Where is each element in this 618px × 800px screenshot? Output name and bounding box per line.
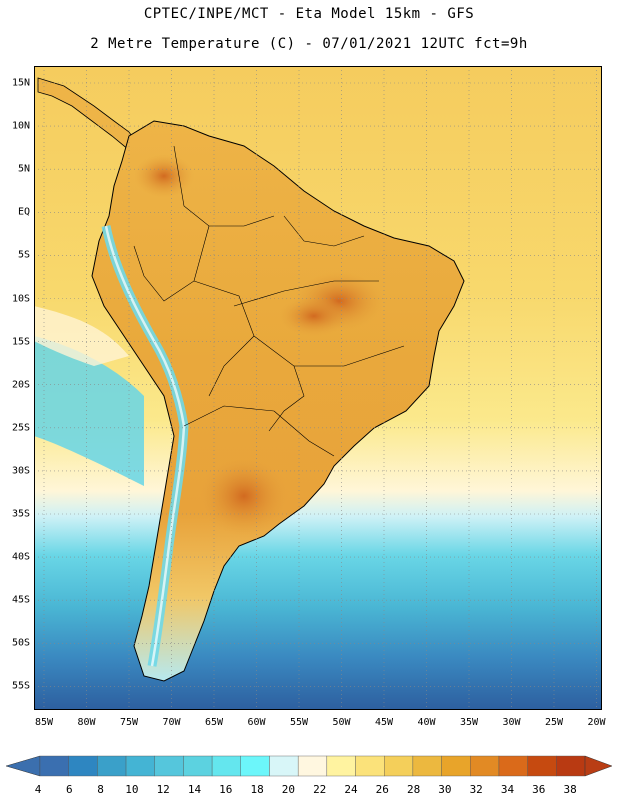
lon-label: 65W bbox=[204, 717, 224, 728]
colorbar-label: 24 bbox=[344, 783, 358, 796]
colorbar-swatch bbox=[125, 755, 155, 777]
colorbar-left-arrow bbox=[5, 755, 41, 777]
lon-label: 30W bbox=[502, 717, 521, 728]
colorbar-swatch bbox=[556, 755, 586, 777]
colorbar-swatch bbox=[527, 755, 557, 777]
lat-label: 10S bbox=[11, 293, 30, 304]
south-america bbox=[91, 120, 465, 682]
lon-label: 60W bbox=[247, 717, 266, 728]
colorbar-label: 36 bbox=[532, 783, 546, 796]
lon-label: 25W bbox=[544, 717, 564, 728]
colorbar-label: 34 bbox=[500, 783, 515, 796]
colorbar-label: 4 bbox=[34, 783, 42, 796]
colorbar bbox=[5, 755, 613, 777]
colorbar-swatch bbox=[326, 755, 356, 777]
graticule bbox=[34, 66, 602, 710]
colorbar-swatch bbox=[470, 755, 500, 777]
hot-spot-colombia bbox=[134, 154, 194, 198]
colorbar-label: 20 bbox=[281, 783, 296, 796]
lat-label: 55S bbox=[11, 680, 30, 692]
colorbar-swatch bbox=[240, 755, 270, 777]
map-subtitle: 2 Metre Temperature (C) - 07/01/2021 12U… bbox=[90, 36, 528, 52]
colorbar-swatch bbox=[39, 755, 69, 777]
lon-label: 40W bbox=[417, 717, 436, 728]
colorbar-swatch bbox=[269, 755, 299, 777]
colorbar-label: 30 bbox=[438, 783, 452, 796]
colorbar-label: 28 bbox=[406, 783, 421, 796]
lat-label: EQ bbox=[17, 206, 30, 218]
hot-spot-mato-grosso bbox=[279, 296, 349, 336]
andes-snow-line bbox=[104, 225, 186, 667]
colorbar-right-arrow bbox=[584, 755, 613, 777]
lon-label: 50W bbox=[332, 717, 351, 728]
lat-label: 30S bbox=[11, 465, 30, 477]
colorbar-label: 14 bbox=[187, 783, 202, 796]
colorbar-label: 22 bbox=[313, 783, 327, 796]
colorbar-label: 16 bbox=[219, 783, 233, 796]
lat-label: 45S bbox=[11, 594, 30, 606]
temperature-map bbox=[34, 66, 602, 710]
pacific-cold-tongue bbox=[34, 336, 144, 486]
lon-label: 35W bbox=[459, 717, 479, 728]
lon-label: 80W bbox=[77, 717, 96, 728]
lat-label: 20S bbox=[11, 379, 30, 391]
lat-label: 10N bbox=[11, 120, 30, 132]
lat-label: 40S bbox=[11, 551, 30, 563]
pacific-mild-band bbox=[34, 306, 129, 366]
lat-label: 15S bbox=[11, 336, 30, 348]
colorbar-swatch bbox=[498, 755, 528, 777]
colorbar-swatch bbox=[355, 755, 385, 777]
map-border bbox=[34, 66, 602, 710]
lat-label: 35S bbox=[11, 508, 30, 520]
colorbar-label: 18 bbox=[250, 783, 264, 796]
hot-spot-argentina bbox=[199, 456, 289, 536]
colorbar-label: 12 bbox=[156, 783, 170, 796]
colorbar-label: 8 bbox=[97, 783, 104, 796]
colorbar-label: 32 bbox=[469, 783, 483, 796]
lon-label: 70W bbox=[162, 717, 181, 728]
lat-label: 15N bbox=[11, 77, 30, 89]
colorbar-swatch bbox=[68, 755, 98, 777]
colorbar-swatch bbox=[412, 755, 442, 777]
lat-label: 50S bbox=[11, 637, 30, 649]
colorbar-swatch bbox=[297, 755, 328, 777]
lon-label: 55W bbox=[289, 717, 309, 728]
lon-label: 20W bbox=[587, 717, 606, 728]
colorbar-swatch bbox=[183, 755, 213, 777]
lat-label: 5S bbox=[17, 249, 30, 261]
lat-label: 5N bbox=[17, 163, 30, 175]
map-title: CPTEC/INPE/MCT - Eta Model 15km - GFS bbox=[143, 6, 475, 22]
colorbar-label: 26 bbox=[375, 783, 389, 796]
lat-label: 25S bbox=[11, 422, 30, 434]
lon-label: 85W bbox=[34, 717, 54, 728]
colorbar-swatch bbox=[441, 755, 471, 777]
colorbar-swatch bbox=[384, 755, 414, 777]
colorbar-label: 38 bbox=[563, 783, 577, 796]
lon-label: 45W bbox=[374, 717, 394, 728]
lon-label: 75W bbox=[119, 717, 139, 728]
colorbar-label: 6 bbox=[65, 783, 73, 796]
colorbar-label: 10 bbox=[125, 783, 139, 796]
country-borders bbox=[133, 145, 405, 457]
colorbar-swatch bbox=[211, 755, 241, 777]
colorbar-swatch bbox=[97, 755, 127, 777]
colorbar-swatch bbox=[154, 755, 184, 777]
